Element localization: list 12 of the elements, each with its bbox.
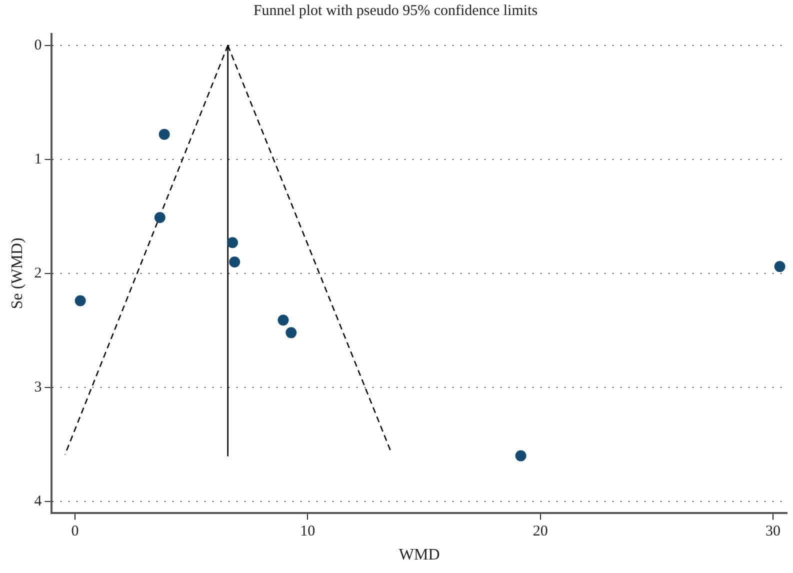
x-axis-title: WMD bbox=[398, 546, 440, 564]
y-tick-label: 0 bbox=[34, 37, 42, 54]
x-tick-label: 0 bbox=[71, 524, 79, 540]
y-axis-title: Se (WMD) bbox=[8, 238, 26, 310]
x-tick-label: 30 bbox=[766, 524, 781, 540]
y-tick-label: 2 bbox=[34, 265, 42, 282]
y-tick-label: 1 bbox=[34, 151, 42, 168]
y-tick-label: 3 bbox=[34, 379, 42, 396]
x-tick-label: 10 bbox=[300, 524, 316, 540]
chart-title: Funnel plot with pseudo 95% confidence limits bbox=[253, 2, 538, 19]
x-tick-label: 20 bbox=[532, 524, 548, 540]
y-tick-label: 4 bbox=[34, 493, 42, 510]
